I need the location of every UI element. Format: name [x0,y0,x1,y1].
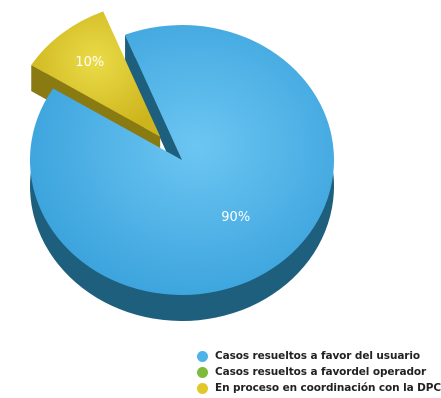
pie-slice-label-2: 10% [75,55,104,70]
legend-label-usuario: Casos resueltos a favor del usuario [215,350,420,362]
pie-chart: 90% 10% [29,11,335,322]
legend-item-dpc: En proceso en coordinación con la DPC [197,380,441,396]
legend-item-usuario: Casos resueltos a favor del usuario [197,348,441,364]
legend-swatch-green [197,366,208,378]
legend-swatch-yellow [197,382,208,394]
pie-slice-2 [31,11,161,137]
legend: Casos resueltos a favor del usuario Caso… [197,348,441,396]
legend-label-dpc: En proceso en coordinación con la DPC [215,382,441,394]
pie-slice-label-0: 90% [221,210,250,225]
pie-slice-0 [30,25,335,296]
legend-item-operador: Casos resueltos a favordel operador [197,364,441,380]
legend-swatch-blue [197,350,208,362]
pie-slice-wall-0 [125,34,182,186]
legend-label-operador: Casos resueltos a favordel operador [215,366,427,378]
